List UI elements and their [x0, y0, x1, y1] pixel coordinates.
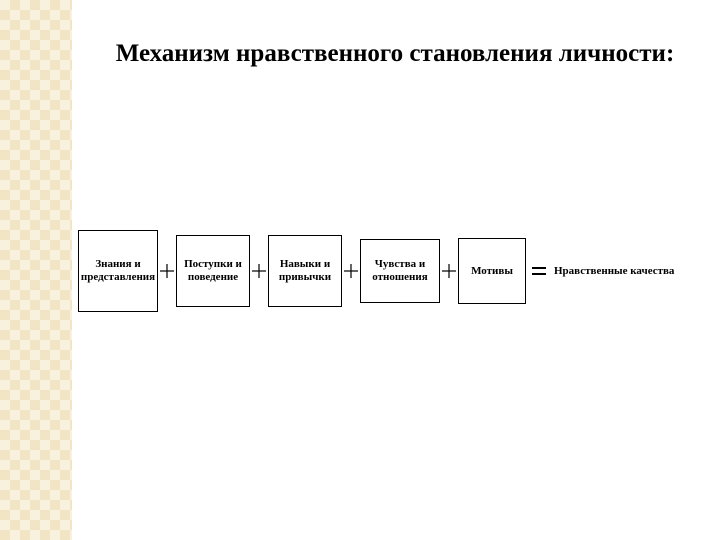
equals-bar [532, 267, 546, 269]
decorative-sidebar-pattern [0, 0, 72, 540]
flow-box: Поступки и поведение [176, 235, 250, 307]
flow-box-label: Поступки и поведение [180, 258, 246, 283]
plus-icon [440, 230, 458, 312]
flow-box: Знания и представления [78, 230, 158, 312]
plus-icon [158, 230, 176, 312]
flowchart-container: Знания и представления Поступки и поведе… [78, 230, 710, 312]
flow-box: Мотивы [458, 238, 526, 304]
flow-box-label: Мотивы [471, 265, 513, 278]
flow-box: Навыки и привычки [268, 235, 342, 307]
flow-box: Чувства и отношения [360, 239, 440, 303]
flow-box-label: Знания и представления [81, 258, 155, 283]
equals-bar [532, 273, 546, 275]
page-title: Механизм нравственного становления лично… [100, 38, 690, 69]
flow-box-label: Навыки и привычки [272, 258, 338, 283]
flow-result: Нравственные качества [552, 265, 674, 278]
plus-icon [250, 230, 268, 312]
plus-icon [342, 230, 360, 312]
equals-icon [528, 230, 550, 312]
flow-box-label: Чувства и отношения [364, 258, 436, 283]
